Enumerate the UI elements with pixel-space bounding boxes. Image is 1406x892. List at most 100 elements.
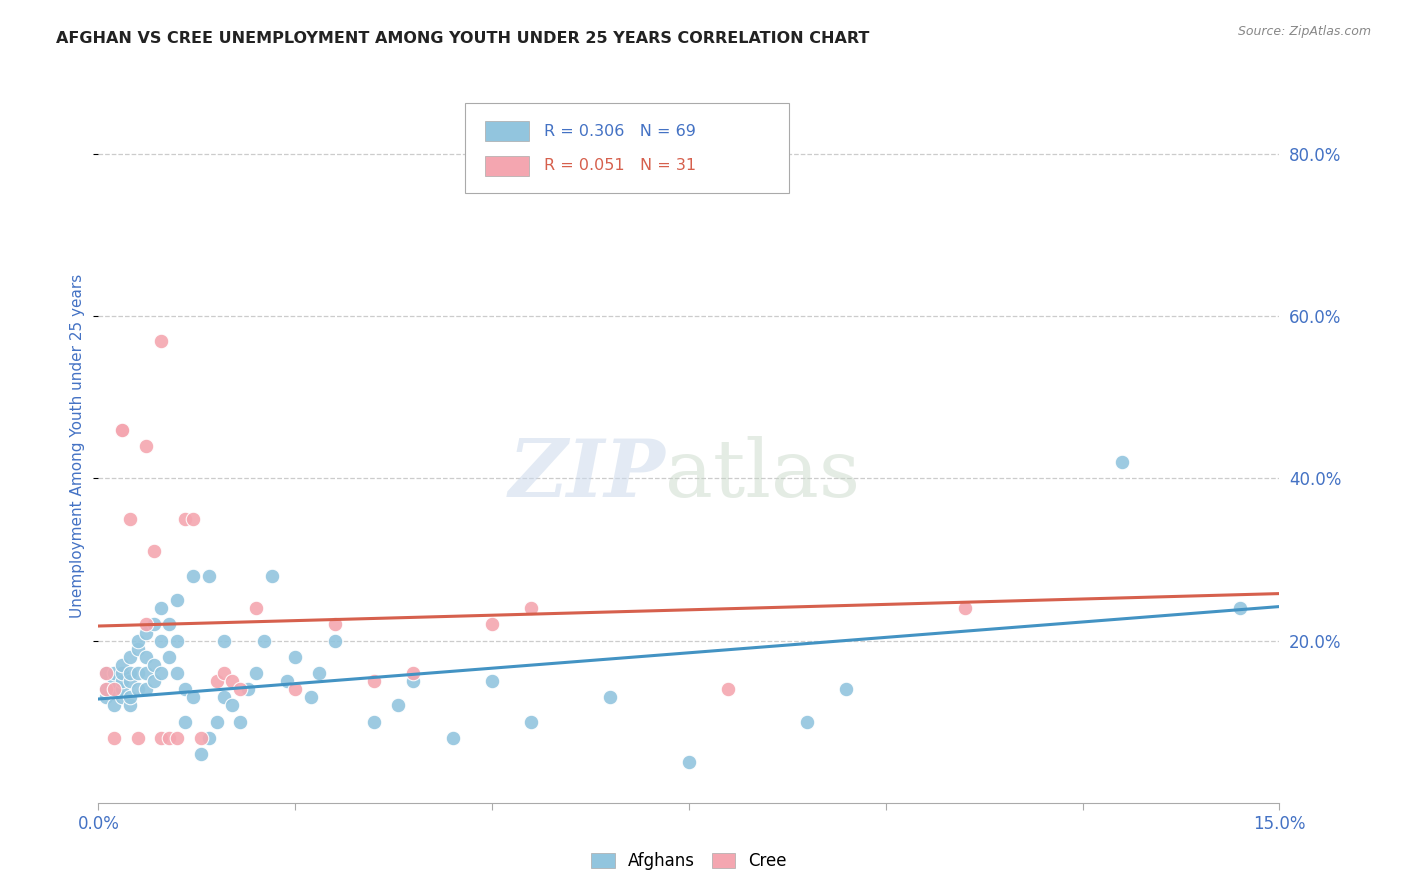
Text: Source: ZipAtlas.com: Source: ZipAtlas.com — [1237, 25, 1371, 38]
Point — [284, 682, 307, 697]
Point — [103, 731, 125, 745]
Point — [103, 698, 125, 713]
Point — [118, 690, 141, 705]
Point — [150, 633, 173, 648]
Text: AFGHAN VS CREE UNEMPLOYMENT AMONG YOUTH UNDER 25 YEARS CORRELATION CHART: AFGHAN VS CREE UNEMPLOYMENT AMONG YOUTH … — [56, 31, 870, 46]
Point — [166, 731, 188, 745]
Point — [363, 674, 385, 689]
Point — [402, 666, 425, 681]
Text: R = 0.051   N = 31: R = 0.051 N = 31 — [544, 158, 696, 173]
FancyBboxPatch shape — [464, 103, 789, 193]
Point — [103, 666, 125, 681]
Point — [103, 682, 125, 697]
Point — [127, 633, 149, 648]
Text: ZIP: ZIP — [509, 436, 665, 513]
Point — [299, 690, 322, 705]
Point — [678, 756, 700, 770]
Point — [953, 601, 976, 615]
Point — [441, 731, 464, 745]
Point — [150, 731, 173, 745]
Point — [135, 666, 157, 681]
Point — [127, 682, 149, 697]
Point — [481, 674, 503, 689]
Point — [796, 714, 818, 729]
Point — [135, 617, 157, 632]
Point — [166, 633, 188, 648]
Point — [118, 512, 141, 526]
Point — [157, 617, 180, 632]
Point — [157, 731, 180, 745]
Point — [174, 714, 197, 729]
Point — [150, 666, 173, 681]
Point — [221, 698, 243, 713]
Point — [118, 649, 141, 664]
Point — [253, 633, 276, 648]
Point — [166, 593, 188, 607]
Point — [150, 601, 173, 615]
Point — [118, 698, 141, 713]
Point — [229, 714, 252, 729]
Point — [96, 666, 118, 681]
Bar — [485, 121, 530, 141]
Point — [481, 617, 503, 632]
Point — [135, 682, 157, 697]
Point — [190, 731, 212, 745]
Point — [214, 666, 236, 681]
Point — [166, 666, 188, 681]
Point — [245, 601, 267, 615]
Point — [402, 674, 425, 689]
Point — [135, 649, 157, 664]
Point — [190, 747, 212, 761]
Point — [520, 601, 543, 615]
Point — [96, 682, 118, 697]
Point — [142, 674, 165, 689]
Point — [142, 657, 165, 672]
Point — [181, 512, 204, 526]
Y-axis label: Unemployment Among Youth under 25 years: Unemployment Among Youth under 25 years — [70, 274, 86, 618]
Point — [363, 714, 385, 729]
Point — [135, 625, 157, 640]
Point — [111, 423, 134, 437]
Point — [127, 731, 149, 745]
Point — [1229, 601, 1251, 615]
Point — [96, 682, 118, 697]
Point — [181, 568, 204, 582]
Point — [96, 690, 118, 705]
Point — [260, 568, 283, 582]
Point — [111, 682, 134, 697]
Point — [103, 674, 125, 689]
Point — [111, 666, 134, 681]
Point — [142, 617, 165, 632]
Point — [276, 674, 298, 689]
Point — [96, 666, 118, 681]
Point — [229, 682, 252, 697]
Point — [197, 568, 219, 582]
Point — [205, 674, 228, 689]
Point — [520, 714, 543, 729]
Point — [599, 690, 621, 705]
Point — [835, 682, 858, 697]
Point — [284, 649, 307, 664]
Point — [157, 649, 180, 664]
Point — [111, 657, 134, 672]
Point — [103, 682, 125, 697]
Point — [323, 617, 346, 632]
Point — [111, 423, 134, 437]
Point — [236, 682, 259, 697]
Legend: Afghans, Cree: Afghans, Cree — [585, 846, 793, 877]
Point — [387, 698, 409, 713]
Point — [717, 682, 740, 697]
Point — [323, 633, 346, 648]
Point — [127, 666, 149, 681]
Point — [174, 512, 197, 526]
Point — [221, 674, 243, 689]
Point — [174, 682, 197, 697]
Point — [197, 731, 219, 745]
Point — [181, 690, 204, 705]
Point — [205, 714, 228, 729]
Point — [142, 544, 165, 558]
Point — [127, 641, 149, 656]
Text: atlas: atlas — [665, 435, 860, 514]
Point — [111, 690, 134, 705]
Point — [135, 439, 157, 453]
